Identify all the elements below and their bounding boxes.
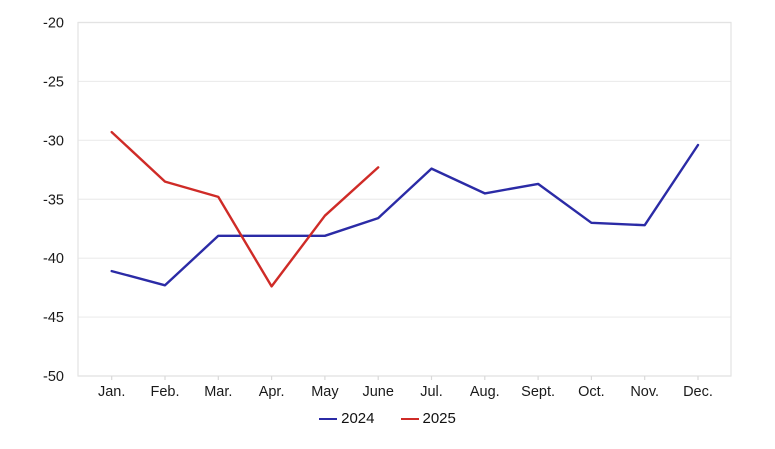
series-line-2025 [110, 130, 380, 288]
x-axis-label: Nov. [630, 384, 659, 400]
chart-legend: 2024 2025 [0, 411, 775, 426]
x-axis-label: June [362, 384, 393, 400]
plot-border [77, 21, 732, 377]
legend-item-2024: 2024 [319, 410, 375, 427]
y-axis-label: -20 [43, 16, 64, 32]
x-axis-label: May [311, 384, 339, 400]
legend-line-icon [400, 417, 419, 420]
x-axis-label: Mar. [204, 384, 232, 400]
y-axis-label: -30 [43, 133, 64, 149]
x-axis-label: Aug. [470, 384, 500, 400]
x-axis-label: Apr. [259, 384, 285, 400]
legend-item-2025: 2025 [400, 410, 456, 427]
series-layer [110, 130, 700, 288]
series-line-2024 [110, 143, 700, 287]
x-axis-label: Feb. [150, 384, 179, 400]
x-axis-label: Jan. [98, 384, 125, 400]
y-axis-label: -25 [43, 74, 64, 90]
legend-label: 2024 [341, 410, 375, 427]
grid-layer [77, 21, 732, 377]
legend-line-icon [319, 417, 338, 420]
y-axis-label: -35 [43, 192, 64, 208]
y-axis-label: -50 [43, 369, 64, 385]
y-axis-label: -40 [43, 251, 64, 267]
x-axis-label: Jul. [420, 384, 443, 400]
tick-layer [111, 376, 699, 380]
y-axis-label: -45 [43, 310, 64, 326]
legend-label: 2025 [422, 410, 456, 427]
x-axis-label: Dec. [683, 384, 713, 400]
x-axis-label: Sept. [521, 384, 555, 400]
y-axis-labels: -20 -25 -30 -35 -40 -45 -50 [43, 16, 64, 386]
x-axis-labels: Jan. Feb. Mar. Apr. May June Jul. Aug. Sept. Oct.… [98, 384, 713, 400]
x-axis-label: Oct. [578, 384, 605, 400]
